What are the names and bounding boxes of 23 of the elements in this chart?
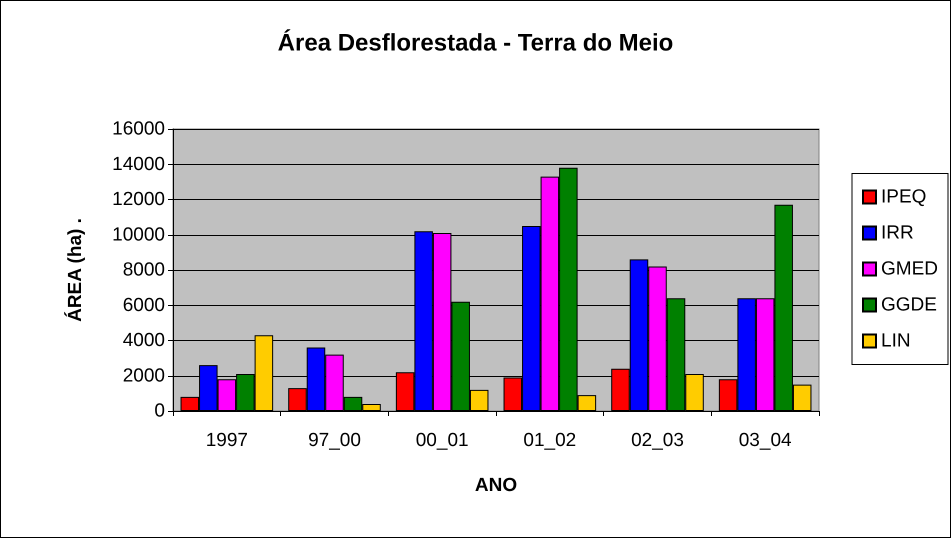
y-axis-title: ÁREA (ha) . [64,218,86,322]
y-tick-label: 8000 [122,260,165,280]
legend-label: IRR [881,222,914,244]
y-tick-label: 14000 [112,154,165,175]
legend-label: LIN [881,330,911,352]
x-tick-label: 97_00 [308,430,361,451]
y-tick-label: 4000 [122,330,165,351]
x-tick-label: 02_03 [631,430,684,451]
y-tick-label: 12000 [112,189,165,210]
y-tick-label: 10000 [112,224,165,246]
y-tick-label: 16000 [112,118,165,140]
legend-label: GGDE [881,294,937,316]
x-axis-title: ANO [474,475,518,496]
y-tick-label: 6000 [122,294,165,316]
x-tick-label: 00_01 [416,430,469,451]
y-tick-label: 2000 [122,365,165,386]
x-tick-label: 01_02 [523,430,576,451]
x-tick-label: 1997 [206,430,248,451]
legend-label: IPEQ [881,186,926,208]
y-tick-label: 0 [154,400,165,422]
x-tick-label: 03_04 [738,430,792,451]
chart-title: Área Desflorestada - Terra do Meio [278,28,674,56]
legend-label: GMED [881,258,938,280]
